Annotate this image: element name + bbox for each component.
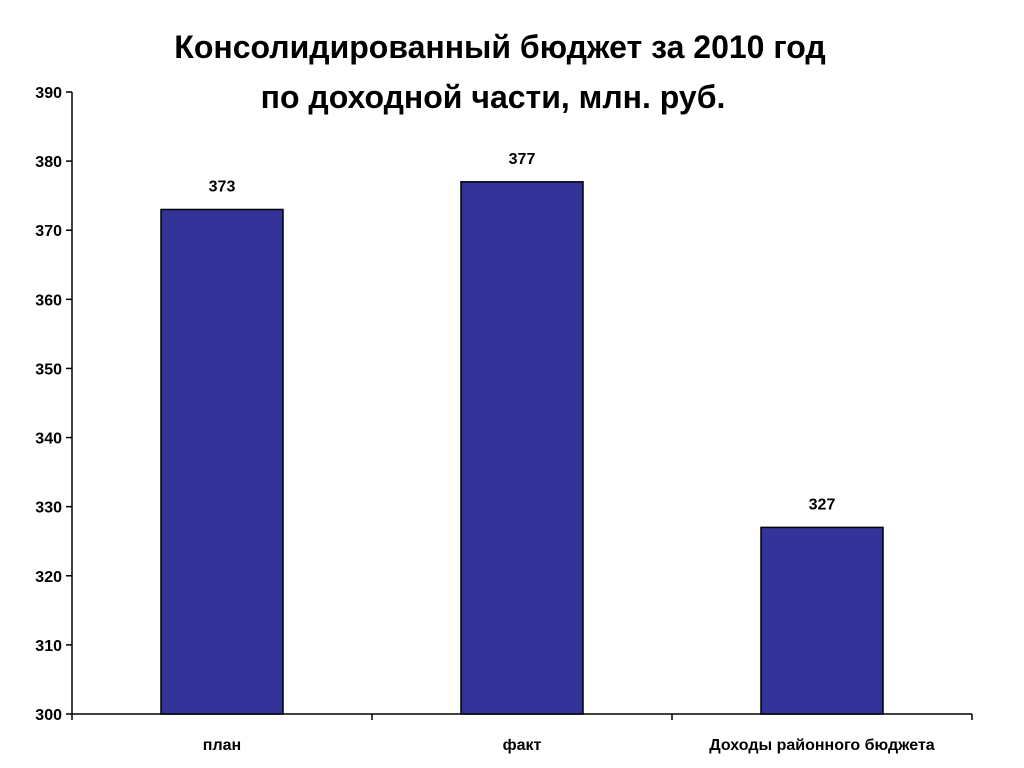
y-tick-label: 350 (35, 361, 62, 378)
category-label: план (203, 737, 241, 754)
chart-title-line-1: Консолидированный бюджет за 2010 год (174, 29, 825, 65)
y-tick-label: 340 (35, 431, 62, 448)
bar (160, 208, 284, 715)
bar-value-label: 327 (809, 496, 836, 513)
y-tick-label: 390 (35, 85, 62, 102)
y-tick-label: 380 (35, 154, 62, 171)
bar (760, 526, 884, 715)
y-tick-label: 330 (35, 500, 62, 517)
chart-title-line-2: по доходной части, млн. руб. (261, 79, 726, 115)
bar-value-label: 373 (209, 178, 236, 195)
y-tick-label: 370 (35, 223, 62, 240)
category-label: Доходы районного бюджета (709, 737, 935, 754)
bar (460, 181, 584, 715)
bars: 373 377 327 (160, 151, 884, 715)
y-tick-label: 320 (35, 569, 62, 586)
bar-value-label: 377 (509, 151, 536, 168)
axes: 300 310 320 330 340 350 360 370 380 390 план факт До… (35, 85, 973, 754)
y-tick-label: 300 (35, 707, 62, 724)
y-tick-label: 310 (35, 638, 62, 655)
category-label: факт (503, 737, 542, 754)
y-tick-label: 360 (35, 292, 62, 309)
